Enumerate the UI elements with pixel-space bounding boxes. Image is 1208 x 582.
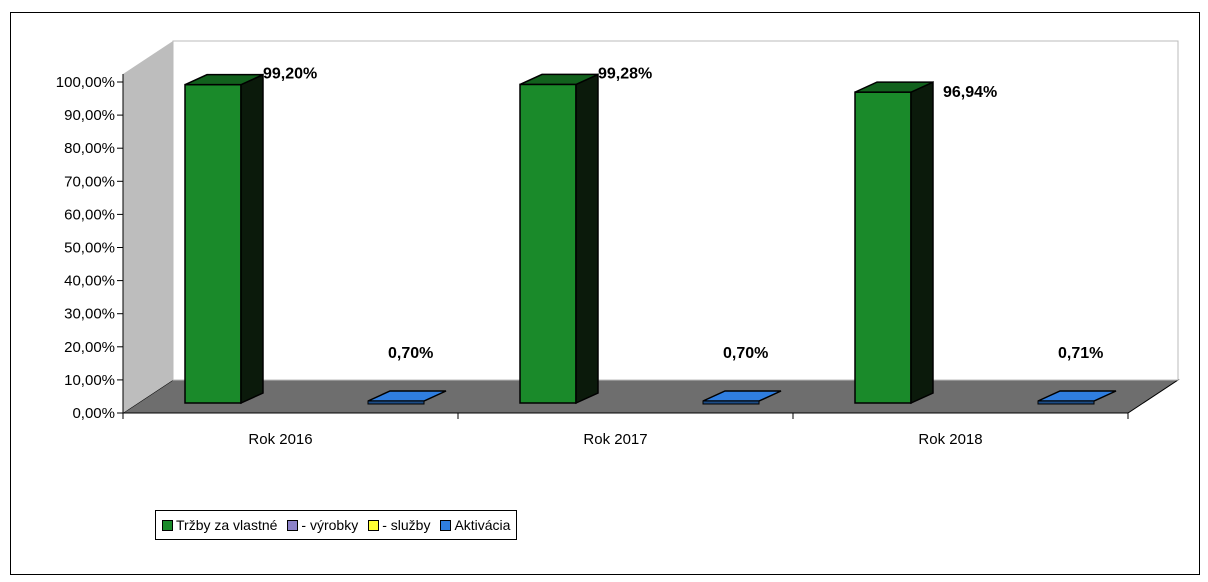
bar-aktivacia-front [367,400,425,405]
legend-swatch [287,519,299,531]
y-tick-label: 50,00% [64,240,115,257]
bar-aktivacia-front [702,400,760,405]
x-tick-label: Rok 2018 [918,431,982,448]
legend-item: - služby [368,517,430,533]
legend-label: Tržby za vlastné [176,517,278,533]
bar-trzby-side [910,80,934,405]
legend-label: - služby [382,517,431,533]
data-label: 99,28% [598,65,652,82]
bar-series [184,73,1117,405]
chart-floor [121,379,1180,414]
legend-item: Tržby za vlastné [162,517,277,533]
y-axis: 0,00% 10,00% 20,00% 30,00% 40,00% 50,00% 60,00… [56,74,124,422]
legend-swatch [368,519,380,531]
y-tick-label: 100,00% [56,74,115,91]
y-tick-label: 60,00% [64,206,115,223]
data-label: 0,71% [1058,345,1103,362]
y-tick-label: 30,00% [64,306,115,323]
data-label: 0,70% [723,345,768,362]
legend-item: Aktivácia [440,517,510,533]
y-tick-label: 70,00% [64,173,115,190]
y-tick-label: 0,00% [72,405,115,422]
bar-trzby [854,91,912,404]
chart-back-wall [172,40,1179,381]
chart-side-wall [123,41,173,413]
bar-trzby-top [854,81,934,93]
y-tick-label: 80,00% [64,140,115,157]
bar-trzby [519,83,577,404]
y-tick-label: 20,00% [64,339,115,356]
legend-swatch [440,519,452,531]
bar-trzby-top [184,73,264,86]
data-label: 99,20% [263,66,317,83]
x-tick-label: Rok 2016 [248,431,312,448]
y-tick-label: 40,00% [64,273,115,290]
bar-trzby-top [519,73,599,86]
x-tick-label: Rok 2017 [583,431,647,448]
bar-aktivacia-front [1037,400,1095,405]
data-label: 96,94% [943,84,997,101]
bar-trzby [184,83,242,404]
y-tick-label: 90,00% [64,107,115,124]
chart-walls [121,40,1180,414]
x-axis: Rok 2016 Rok 2017 Rok 2018 [122,412,1129,448]
legend-swatch [162,519,173,531]
legend: Tržby za vlastné - výrobky - služby Aktivác… [155,510,518,540]
legend-label: Aktivácia [454,517,511,533]
data-label: 0,70% [388,345,433,362]
bar-trzby-side [240,73,264,405]
y-tick-label: 10,00% [64,372,115,389]
bar-trzby-side [575,73,599,405]
data-labels: 99,20% 99,28% 96,94% 0,70% 0,70% 0,71% [263,65,1103,362]
legend-item: - výrobky [287,517,358,533]
legend-label: - výrobky [301,517,359,533]
